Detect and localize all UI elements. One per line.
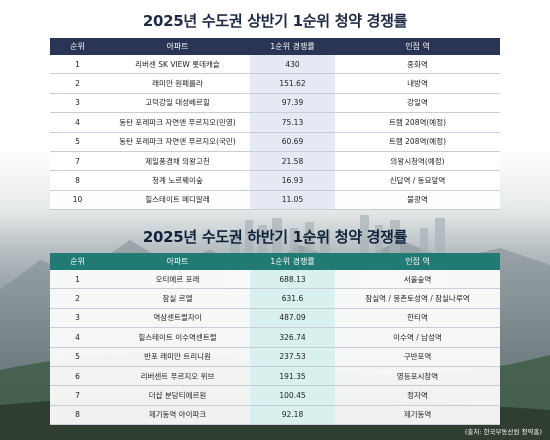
header-rate: 1순위 경쟁률 [270, 257, 315, 266]
apartment-cell: 역삼센트럴자이 [153, 313, 202, 323]
header-rank: 순위 [70, 42, 85, 51]
header-rank: 순위 [70, 257, 85, 266]
station-cell: 잠실역 / 몽촌토성역 / 잠실나루역 [365, 294, 470, 304]
apartment-cell: 제일풍경채 의왕고천 [145, 156, 210, 166]
apartment-cell: 힐스테이트 메디알레 [145, 195, 210, 205]
rank-cell: 4 [75, 117, 80, 127]
apartment-cell: 청계 노르웨이숲 [152, 176, 203, 186]
station-cell: 제기동역 [403, 410, 432, 420]
station-cell: 영등포시장역 [396, 371, 439, 381]
apartment-cell: 제기동역 아이파크 [148, 410, 207, 420]
table-row: 1 오티에르 포레 688.13 서울숲역 [50, 270, 500, 290]
rank-cell: 3 [75, 98, 80, 108]
rate-cell: 75.13 [250, 113, 335, 132]
table-header: 순위 아파트 1순위 경쟁률 인접 역 [50, 253, 500, 270]
station-cell: 서울숲역 [403, 274, 432, 284]
header-apartment: 아파트 [166, 257, 189, 266]
rank-cell: 2 [75, 294, 80, 304]
table-row: 4 힐스테이트 이수역센트럴 326.74 이수역 / 남성역 [50, 328, 500, 348]
apartment-cell: 리버센트 푸르지오 위브 [140, 371, 215, 381]
station-cell: 한티역 [407, 313, 428, 323]
apartment-cell: 힐스테이트 이수역센트럴 [138, 332, 217, 342]
station-cell: 중화역 [407, 59, 428, 69]
source-note: (출처: 한국부동산원 청약홈) [464, 428, 542, 436]
apartment-cell: 잠실 르엘 [162, 294, 193, 304]
apartment-cell: 동탄 포레파크 자연앤 푸르지오(국민) [119, 137, 236, 147]
station-cell: 불광역 [407, 195, 428, 205]
rank-cell: 8 [75, 176, 80, 186]
top-table-title: 2025년 수도권 상반기 1순위 청약 경쟁률 [142, 12, 408, 30]
rank-cell: 5 [75, 137, 80, 147]
apartment-cell: 더샵 분당티에르원 [148, 391, 207, 401]
apartment-cell: 래미안 원페를라 [152, 79, 203, 89]
apartment-cell: 고덕강일 대성베르힐 [145, 98, 210, 108]
rate-cell: 237.53 [250, 347, 335, 366]
rate-cell: 191.35 [250, 366, 335, 386]
header-apartment: 아파트 [166, 42, 189, 51]
header-station: 인접 역 [405, 257, 430, 266]
rank-cell: 6 [75, 371, 80, 381]
rate-cell: 60.69 [250, 132, 335, 151]
station-cell: 구반포역 [403, 352, 432, 362]
rate-cell: 92.18 [250, 405, 335, 425]
rate-cell: 97.39 [250, 93, 335, 113]
apartment-cell: 동탄 포레파크 자연앤 푸르지오(민영) [119, 117, 236, 127]
table-row: 8 제기동역 아이파크 92.18 제기동역 [50, 405, 500, 426]
rank-cell: 3 [75, 313, 80, 323]
rate-cell: 688.13 [250, 270, 335, 289]
header-rate: 1순위 경쟁률 [270, 42, 315, 51]
rate-cell: 430 [250, 55, 335, 74]
table-row: 5 동탄 포레파크 자연앤 푸르지오(국민) 60.69 트램 208역(예정) [50, 132, 500, 152]
rank-cell: 10 [72, 195, 83, 205]
table-row: 1 리버센 SK VIEW 롯데캐슬 430 중화역 [50, 55, 500, 75]
rate-cell: 487.09 [250, 308, 335, 328]
table-row: 2 래미안 원페를라 151.62 내방역 [50, 74, 500, 94]
station-cell: 트램 208역(예정) [388, 137, 447, 147]
rate-cell: 100.45 [250, 386, 335, 405]
station-cell: 이수역 / 남성역 [393, 332, 442, 342]
table-row: 6 리버센트 푸르지오 위브 191.35 영등포시장역 [50, 366, 500, 387]
rate-cell: 16.93 [250, 171, 335, 190]
first-half-competition-table: 순위 아파트 1순위 경쟁률 인접 역 1 리버센 SK VIEW 롯데캐슬 4… [50, 38, 500, 211]
table-row: 7 제일풍경채 의왕고천 21.58 의왕시청역(예정) [50, 151, 500, 172]
station-cell: 정자역 [407, 391, 428, 401]
rank-cell: 4 [75, 332, 80, 342]
rank-cell: 1 [75, 274, 80, 284]
rank-cell: 2 [75, 79, 80, 89]
rate-cell: 631.6 [250, 289, 335, 308]
rank-cell: 5 [75, 352, 80, 362]
second-half-competition-table: 순위 아파트 1순위 경쟁률 인접 역 1 오티에르 포레 688.13 서울숲… [50, 253, 500, 426]
table-row: 10 힐스테이트 메디알레 11.05 불광역 [50, 190, 500, 211]
bottom-table-title: 2025년 수도권 하반기 1순위 청약 경쟁률 [142, 228, 408, 246]
table-row: 4 동탄 포레파크 자연앤 푸르지오(민영) 75.13 트램 208역(예정) [50, 113, 500, 133]
rank-cell: 7 [75, 391, 80, 401]
table-row: 3 고덕강일 대성베르힐 97.39 강일역 [50, 93, 500, 114]
rate-cell: 11.05 [250, 190, 335, 210]
rank-cell: 8 [75, 410, 80, 420]
station-cell: 신답역 / 동묘앞역 [389, 176, 446, 186]
table-header: 순위 아파트 1순위 경쟁률 인접 역 [50, 38, 500, 55]
apartment-cell: 반포 래미안 트리니원 [144, 352, 211, 362]
table-row: 2 잠실 르엘 631.6 잠실역 / 몽촌토성역 / 잠실나루역 [50, 289, 500, 309]
rank-cell: 1 [75, 59, 80, 69]
station-cell: 내방역 [407, 79, 428, 89]
header-station: 인접 역 [405, 42, 430, 51]
table-row: 3 역삼센트럴자이 487.09 한티역 [50, 308, 500, 329]
rate-cell: 326.74 [250, 328, 335, 347]
rate-cell: 151.62 [250, 74, 335, 93]
rank-cell: 7 [75, 156, 80, 166]
table-row: 7 더샵 분당티에르원 100.45 정자역 [50, 386, 500, 406]
station-cell: 트램 208역(예정) [388, 117, 447, 127]
station-cell: 강일역 [407, 98, 428, 108]
table-row: 5 반포 래미안 트리니원 237.53 구반포역 [50, 347, 500, 367]
apartment-cell: 오티에르 포레 [155, 274, 200, 284]
rate-cell: 21.58 [250, 151, 335, 171]
station-cell: 의왕시청역(예정) [390, 156, 445, 166]
table-row: 8 청계 노르웨이숲 16.93 신답역 / 동묘앞역 [50, 171, 500, 191]
apartment-cell: 리버센 SK VIEW 롯데캐슬 [135, 59, 220, 69]
